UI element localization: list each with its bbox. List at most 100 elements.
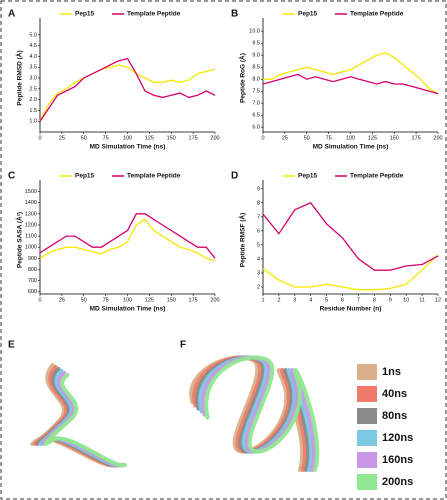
y-tick-label: 4.5 (29, 43, 37, 49)
y-tick-label: 8 (257, 200, 260, 206)
y-tick-label: 7.0 (252, 101, 260, 107)
x-tick-label: 125 (145, 297, 154, 303)
y-tick-label: 1000 (25, 245, 37, 251)
legend-label: 160ns (382, 454, 413, 466)
y-tick-label: 1400 (25, 200, 37, 206)
x-tick-label: 10 (403, 297, 409, 303)
x-tick-label: 150 (167, 297, 176, 303)
x-tick-label: 175 (189, 135, 198, 141)
y-tick-label: 8.5 (252, 65, 260, 71)
x-tick-label: 100 (346, 135, 355, 141)
y-tick-label: 900 (28, 256, 37, 262)
panel-letter: F (180, 340, 186, 351)
y-tick-label: 2.5 (29, 86, 37, 92)
x-tick-label: 200 (210, 297, 219, 303)
x-tick-label: 4 (309, 297, 312, 303)
series-line (39, 64, 216, 122)
y-tick-label: 9.0 (252, 53, 260, 59)
series-line (262, 201, 439, 271)
x-axis-label: MD Simulation Time (ns) (90, 306, 166, 313)
x-tick-label: 125 (145, 135, 154, 141)
y-tick-label: 7 (257, 214, 260, 220)
y-tick-label: 600 (28, 289, 37, 295)
x-tick-label: 25 (59, 135, 65, 141)
legend-label: Template Peptide (350, 173, 404, 180)
legend-label: Template Peptide (350, 11, 404, 18)
legend-label: 120ns (382, 432, 413, 444)
y-axis-label: Peptide RoG (Å) (238, 53, 247, 103)
chart-panel: C 600 700 800 900 1000 1100 1200 1300 1400 1500 0 25… (8, 171, 220, 313)
x-tick-label: 150 (167, 135, 176, 141)
x-tick-label: 1 (261, 297, 264, 303)
y-tick-label: 1300 (25, 211, 37, 217)
x-tick-label: 3 (293, 297, 296, 303)
axes (39, 180, 215, 295)
axes (262, 180, 438, 295)
series-line (263, 52, 439, 95)
y-tick-label: 1200 (25, 222, 37, 228)
x-tick-label: 8 (373, 297, 376, 303)
x-tick-label: 100 (123, 297, 132, 303)
x-tick-label: 5 (325, 297, 328, 303)
y-tick-label: 1500 (25, 189, 37, 195)
legend-label: 80ns (382, 410, 407, 422)
x-tick-label: 0 (38, 135, 41, 141)
series-line (39, 57, 216, 122)
legend-swatch (357, 452, 377, 468)
legend-swatch (357, 430, 377, 446)
y-tick-label: 6 (257, 228, 260, 234)
y-tick-label: 4.0 (29, 54, 37, 60)
y-tick-label: 7.5 (252, 89, 260, 95)
y-tick-label: 9.5 (252, 41, 260, 47)
panel-letter: A (8, 9, 15, 20)
y-tick-label: 2 (257, 284, 260, 290)
x-tick-label: 6 (341, 297, 344, 303)
panel-letter: E (8, 340, 15, 351)
x-tick-label: 0 (261, 135, 264, 141)
legend-label: Pep15 (298, 11, 318, 18)
x-tick-label: 50 (81, 135, 87, 141)
y-tick-label: 700 (28, 278, 37, 284)
y-tick-label: 6.0 (252, 125, 260, 131)
x-tick-label: 150 (390, 135, 399, 141)
y-tick-label: 9 (257, 186, 260, 192)
y-tick-label: 3 (257, 270, 260, 276)
x-tick-label: 25 (282, 135, 288, 141)
x-tick-label: 175 (412, 135, 421, 141)
x-tick-label: 7 (357, 297, 360, 303)
axes (39, 18, 215, 133)
x-tick-label: 25 (59, 297, 65, 303)
axes (262, 18, 438, 133)
peptide-ribbon (204, 355, 320, 472)
legend-label: Pep15 (298, 173, 318, 180)
legend-label: Template Peptide (127, 11, 181, 18)
y-tick-label: 4 (257, 256, 260, 262)
legend-swatch (357, 474, 377, 490)
y-tick-label: 3.5 (29, 65, 37, 71)
x-tick-label: 2 (277, 297, 280, 303)
chart-panel: A 1.0 1.5 2.0 2.5 3.0 3.5 4.0 4.5 5.0 0 25 50 75 100 12… (8, 9, 220, 151)
y-tick-label: 3.0 (29, 75, 37, 81)
x-tick-label: 0 (38, 297, 41, 303)
chart-panel: B 6.0 6.5 7.0 7.5 8.0 8.5 9.0 9.5 10.0 0 25 50 75 100 1… (231, 9, 443, 151)
series-line (262, 73, 439, 95)
panel-letter: D (231, 171, 238, 182)
x-tick-label: 11 (419, 297, 425, 303)
x-tick-label: 75 (103, 135, 109, 141)
y-tick-label: 10.0 (249, 29, 260, 35)
peptide-ribbon (43, 373, 127, 468)
legend-swatch (357, 408, 377, 424)
legend-label: Pep15 (75, 11, 95, 18)
x-tick-label: 100 (123, 135, 132, 141)
y-tick-label: 2.0 (29, 97, 37, 103)
y-axis-label: Peptide SASA (Å²) (15, 212, 24, 268)
x-axis-label: Residue Number (n) (320, 306, 382, 313)
panel-letter: B (231, 9, 238, 20)
y-tick-label: 800 (28, 267, 37, 273)
y-tick-label: 5.0 (29, 32, 37, 38)
y-axis-label: Peptide RMSF (Å) (238, 213, 247, 268)
x-tick-label: 50 (304, 135, 310, 141)
x-tick-label: 75 (326, 135, 332, 141)
